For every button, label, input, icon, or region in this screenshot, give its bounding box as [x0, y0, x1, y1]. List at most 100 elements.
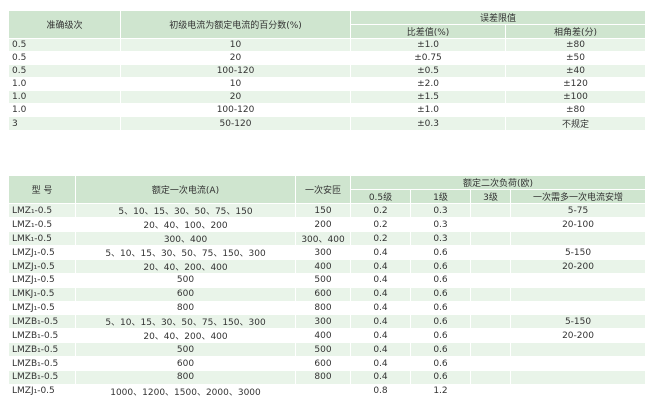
table-row: LMK₁-0.5 300、400 300、400 0.2 0.3 — [8, 231, 647, 246]
table-cell — [470, 231, 511, 246]
table-cell: 0.4 — [350, 286, 411, 302]
table-cell: 0.3 — [410, 203, 471, 218]
table-row: LMZJ₁-0.5 1000、1200、1500、2000、3000 0.8 1.2 — [8, 383, 647, 399]
table-cell: 0.4 — [350, 328, 411, 344]
table-cell: ±80 — [504, 103, 647, 117]
table-cell: ±100 — [504, 90, 647, 104]
table-row: LMZB₁-0.5 800 800 0.4 0.6 — [8, 369, 647, 385]
table-cell: 0.8 — [350, 383, 411, 399]
table-cell: ±1.5 — [350, 90, 506, 104]
table-cell: 300 — [295, 245, 351, 260]
table-cell: 0.6 — [410, 369, 471, 385]
table-row: 1.0 100-120 ±1.0 ±80 — [8, 103, 647, 117]
table-cell: 0.4 — [350, 342, 411, 358]
table-cell: 800 — [295, 300, 351, 316]
table-cell: LMZB₁-0.5 — [8, 342, 76, 358]
table-row: 0.5 100-120 ±0.5 ±40 — [8, 64, 647, 78]
table-row: LMZJ₁-0.5 800 800 0.4 0.6 — [8, 300, 647, 316]
table-cell: ±1.0 — [350, 103, 506, 117]
table-row: LMZB₁-0.5 5、10、15、30、50、75、150、300 300 0.4 0… — [8, 314, 647, 330]
table-cell: 0.2 — [350, 217, 411, 232]
table-row: LMZB₁-0.5 600 600 0.4 0.6 — [8, 356, 647, 371]
table-cell: 10 — [120, 77, 351, 91]
table-cell: 0.6 — [410, 342, 471, 358]
header-cell: 额定二次负荷(欧) — [349, 175, 647, 190]
header-cell: 型 号 — [8, 175, 76, 204]
table-cell: 0.6 — [410, 328, 471, 344]
table-row: LMZB₁-0.5 500 500 0.4 0.6 — [8, 342, 647, 358]
table-cell — [470, 369, 511, 385]
table-cell: 不规定 — [504, 116, 647, 131]
table-cell — [295, 383, 351, 399]
table-cell: LMZJ₁-0.5 — [8, 383, 76, 399]
table-cell: 0.4 — [350, 356, 411, 371]
table-cell: LMZB₁-0.5 — [8, 328, 76, 344]
table-cell: 20-200 — [509, 328, 647, 344]
table-cell: 1.0 — [8, 77, 121, 91]
table-cell: ±2.0 — [350, 77, 506, 91]
table-row: LMZ₁-0.5 5、10、15、30、50、75、150 150 0.2 0.3 5-7… — [8, 203, 647, 218]
table-cell: 0.5 — [8, 64, 121, 78]
header-cell: 比差值(%) — [350, 24, 506, 39]
table-cell: 20 — [120, 51, 351, 65]
table-cell: LMZB₁-0.5 — [8, 369, 76, 385]
table-cell: ±0.75 — [350, 51, 506, 65]
table-cell — [509, 342, 647, 358]
table-cell: 5-75 — [509, 203, 647, 218]
table-cell: 0.5 — [8, 38, 121, 52]
table-cell — [470, 259, 511, 274]
table-row: LMZJ₁-0.5 500 500 0.4 0.6 — [8, 273, 647, 288]
table-cell: 0.4 — [350, 369, 411, 385]
table-cell: LMK₁-0.5 — [8, 231, 76, 246]
table-row: 3 50-120 ±0.3 不规定 — [8, 116, 647, 131]
table-cell: 0.4 — [350, 273, 411, 288]
table-cell: 3 — [8, 116, 121, 131]
table-cell: ±50 — [504, 51, 647, 65]
table-cell: LMZ₁-0.5 — [8, 217, 76, 232]
table-cell — [470, 217, 511, 232]
table-cell: 600 — [295, 286, 351, 302]
table-cell: 5-150 — [509, 245, 647, 260]
table-cell: 500 — [75, 273, 296, 288]
table-cell: 5、10、15、30、50、75、150、300 — [75, 245, 296, 260]
table-cell: 1000、1200、1500、2000、3000 — [75, 383, 296, 399]
header-cell: 误差限值 — [349, 10, 647, 25]
table-cell — [509, 356, 647, 371]
table-cell: 0.5 — [8, 51, 121, 65]
table-cell: ±120 — [504, 77, 647, 91]
table-cell: 600 — [295, 356, 351, 371]
table-row: 0.5 20 ±0.75 ±50 — [8, 51, 647, 65]
table-cell: 800 — [295, 369, 351, 385]
table-cell — [509, 231, 647, 246]
table-cell: LMKJ₁-0.5 — [8, 286, 76, 302]
table-cell — [470, 286, 511, 302]
table-cell: 50-120 — [120, 116, 351, 131]
table-cell: 0.2 — [350, 203, 411, 218]
table-cell: 20、40、100、200 — [75, 217, 296, 232]
table-cell: LMZJ₁-0.5 — [8, 300, 76, 316]
table-cell: 20、40、200、400 — [75, 259, 296, 274]
table-cell: 0.6 — [410, 259, 471, 274]
table-cell: 600 — [75, 356, 296, 371]
table-cell: 20-100 — [509, 217, 647, 232]
table-row: 0.5 10 ±1.0 ±80 — [8, 38, 647, 52]
table-cell: 300 — [295, 314, 351, 330]
table-cell: 500 — [295, 342, 351, 358]
table-cell: 0.3 — [410, 231, 471, 246]
error-limit-table: 准确级次 初级电流为额定电流的百分数(%) 误差限值 比差值(%) 相角差(分)… — [8, 10, 647, 131]
table-row: LMKJ₁-0.5 600 600 0.4 0.6 — [8, 286, 647, 302]
table-cell: 800 — [75, 369, 296, 385]
table-cell — [470, 342, 511, 358]
table-cell: 100-120 — [120, 103, 351, 117]
table-cell — [470, 328, 511, 344]
table-cell: 5、10、15、30、50、75、150 — [75, 203, 296, 218]
table-cell — [470, 356, 511, 371]
table-row: 1.0 10 ±2.0 ±120 — [8, 77, 647, 91]
table-row: 1.0 20 ±1.5 ±100 — [8, 90, 647, 104]
table-cell: 0.6 — [410, 300, 471, 316]
header-cell: 额定一次电流(A) — [75, 175, 296, 204]
table-cell — [509, 369, 647, 385]
header-cell: 一次需多一次电流安增 — [509, 189, 647, 204]
table-cell: LMZB₁-0.5 — [8, 356, 76, 371]
table-cell: 0.3 — [410, 217, 471, 232]
